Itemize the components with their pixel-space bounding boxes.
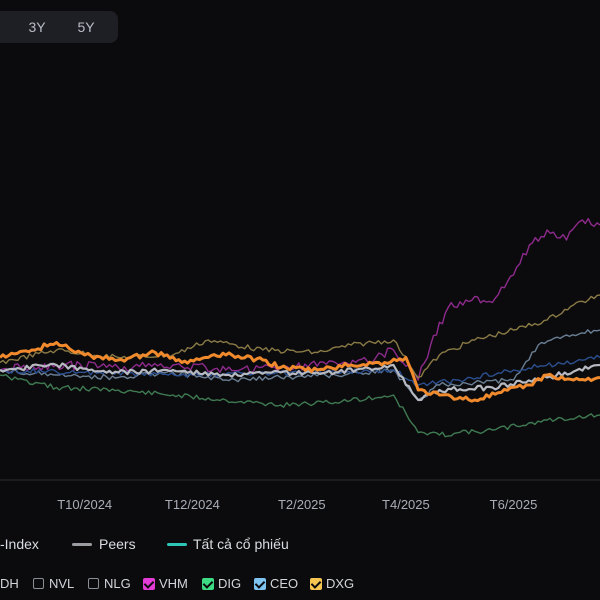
series-layer [0, 217, 600, 438]
ticker-vhm[interactable]: VHM [143, 574, 188, 594]
series-line-peers [0, 362, 600, 402]
x-tick-label: T2/2025 [278, 497, 326, 512]
checkbox-checked[interactable] [310, 578, 322, 590]
ticker-dxg[interactable]: DXG [310, 574, 354, 594]
ticker-label: NLG [104, 576, 131, 591]
range-tab-3y[interactable]: 3Y [28, 19, 46, 35]
checkbox-checked[interactable] [202, 578, 214, 590]
legend-peers[interactable]: Peers [72, 532, 136, 556]
ticker-label: VHM [159, 576, 188, 591]
series-line-ceo [0, 329, 600, 401]
ticker-dig[interactable]: DIG [202, 574, 241, 594]
legend-peers-label: Peers [99, 536, 136, 552]
series-line-index [0, 354, 600, 387]
legend-all[interactable]: Tất cả cổ phiếu [167, 532, 289, 556]
all-stocks-swatch [167, 543, 187, 546]
range-selector: 3Y 5Y [0, 11, 118, 43]
ticker-label: NVL [49, 576, 75, 591]
ticker-nlg[interactable]: NLG [88, 574, 131, 594]
ticker-dh[interactable]: DH [0, 574, 19, 594]
x-tick-label: T10/2024 [57, 497, 112, 512]
series-line-dxg [0, 341, 600, 403]
checkbox[interactable] [88, 578, 99, 589]
x-tick-label: T4/2025 [382, 497, 430, 512]
x-tick-label: T6/2025 [490, 497, 538, 512]
range-tab-5y[interactable]: 5Y [77, 19, 95, 35]
ticker-label: CEO [270, 576, 299, 591]
ticker-label: DIG [218, 576, 242, 591]
ticker-label: DH [0, 576, 19, 591]
price-comparison-chart: T10/2024 T12/2024 T2/2025 T4/2025 T6/2025 [0, 217, 600, 512]
x-axis-ticks: T10/2024 T12/2024 T2/2025 T4/2025 T6/2025 [57, 497, 537, 512]
series-line-dig [0, 374, 600, 438]
peers-swatch [72, 543, 92, 546]
checkbox-checked[interactable] [143, 578, 155, 590]
x-tick-label: T12/2024 [165, 497, 220, 512]
checkbox[interactable] [33, 578, 44, 589]
series-line-vhm [0, 217, 600, 381]
checkbox-checked[interactable] [254, 578, 266, 590]
ticker-ceo[interactable]: CEO [254, 574, 298, 594]
legend-all-label: Tất cả cổ phiếu [193, 536, 289, 552]
legend-index[interactable]: -Index [0, 532, 39, 556]
legend-index-label: -Index [0, 536, 39, 552]
ticker-nvl[interactable]: NVL [33, 574, 74, 594]
ticker-label: DXG [326, 576, 355, 591]
